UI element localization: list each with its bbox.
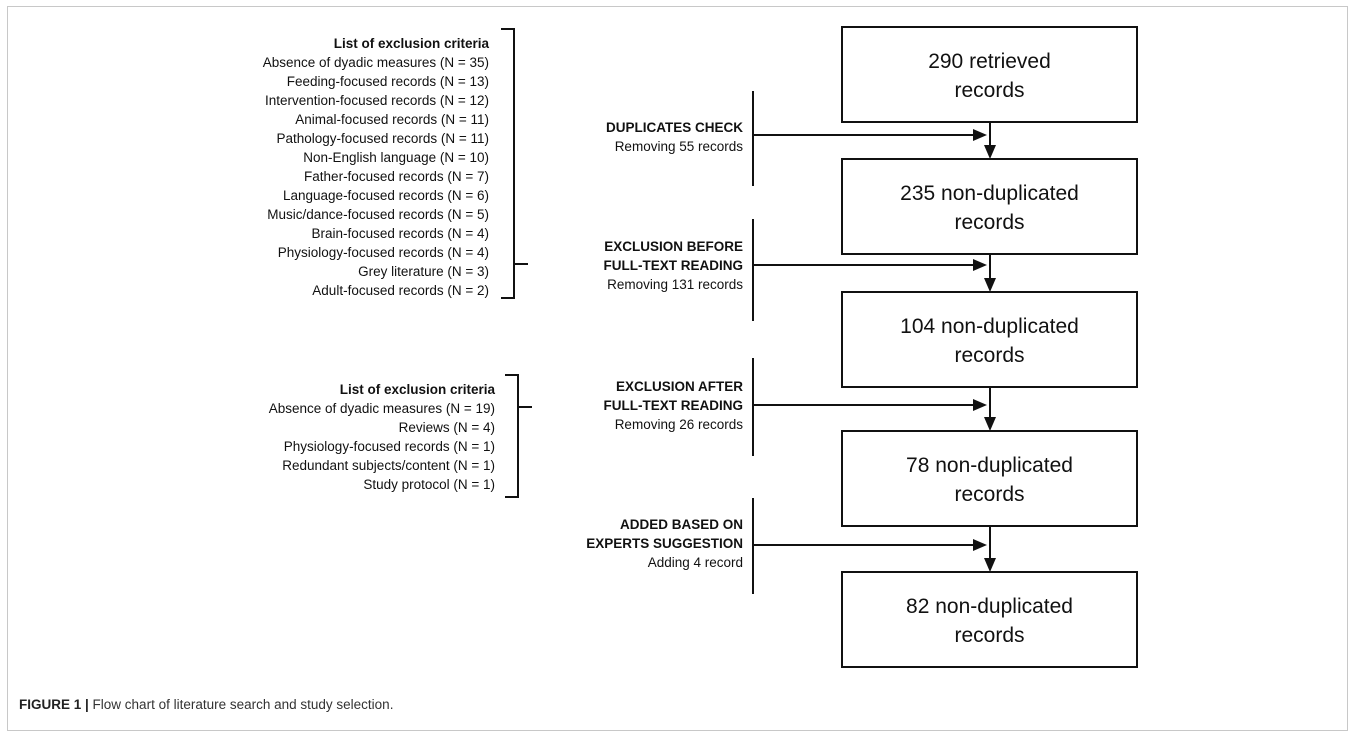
arrowhead-right-icon xyxy=(973,259,987,271)
exclusion-item: Language-focused records (N = 6) xyxy=(283,188,489,203)
svg-text:82 non-duplicated: 82 non-duplicated xyxy=(906,595,1073,618)
bracket-2 xyxy=(505,374,532,498)
box-non-duplicated-1: 235 non-duplicated records xyxy=(841,158,1138,255)
flow-boxes: 290 retrieved records 235 non-duplicated… xyxy=(841,26,1138,668)
stage-4-title-line-2: EXPERTS SUGGESTION xyxy=(586,536,743,551)
arrowhead-down-icon xyxy=(984,558,996,572)
svg-text:104 non-duplicated: 104 non-duplicated xyxy=(900,315,1079,338)
svg-text:records: records xyxy=(954,483,1024,506)
stage-2-title-line-1: EXCLUSION BEFORE xyxy=(604,239,743,254)
horizontal-arrows xyxy=(753,129,987,551)
svg-text:records: records xyxy=(954,624,1024,647)
box-non-duplicated-3: 78 non-duplicated records xyxy=(841,430,1138,527)
exclusion-list-1-title: List of exclusion criteria xyxy=(334,36,490,51)
flow-chart: List of exclusion criteria Absence of dy… xyxy=(263,26,1138,668)
stage-2-title-line-2: FULL-TEXT READING xyxy=(604,258,744,273)
svg-text:records: records xyxy=(954,79,1024,102)
exclusion-item: Reviews (N = 4) xyxy=(399,420,495,435)
exclusion-item: Animal-focused records (N = 11) xyxy=(295,112,489,127)
exclusion-item: Absence of dyadic measures (N = 19) xyxy=(269,401,495,416)
stage-3-detail: Removing 26 records xyxy=(615,417,744,432)
caption-label: FIGURE 1 | xyxy=(19,697,89,712)
stage-labels: DUPLICATES CHECK Removing 55 records EXC… xyxy=(586,120,743,570)
exclusion-item: Pathology-focused records (N = 11) xyxy=(277,131,489,146)
stage-2-detail: Removing 131 records xyxy=(607,277,743,292)
stage-4-title-line-1: ADDED BASED ON xyxy=(620,517,743,532)
arrowhead-right-icon xyxy=(973,539,987,551)
exclusion-item: Feeding-focused records (N = 13) xyxy=(287,74,489,89)
caption-text: Flow chart of literature search and stud… xyxy=(88,697,394,712)
bracket-1 xyxy=(501,28,528,299)
exclusion-item: Grey literature (N = 3) xyxy=(358,264,489,279)
svg-text:78 non-duplicated: 78 non-duplicated xyxy=(906,454,1073,477)
box-non-duplicated-2: 104 non-duplicated records xyxy=(841,291,1138,388)
arrowhead-down-icon xyxy=(984,145,996,159)
stage-3-title-line-1: EXCLUSION AFTER xyxy=(616,379,743,394)
svg-text:records: records xyxy=(954,344,1024,367)
exclusion-item: Study protocol (N = 1) xyxy=(363,477,495,492)
exclusion-list-1: List of exclusion criteria Absence of dy… xyxy=(263,28,528,299)
exclusion-item: Physiology-focused records (N = 4) xyxy=(278,245,489,260)
exclusion-item: Father-focused records (N = 7) xyxy=(304,169,489,184)
arrowhead-right-icon xyxy=(973,399,987,411)
svg-text:290 retrieved: 290 retrieved xyxy=(928,50,1051,73)
figure-caption: FIGURE 1 | Flow chart of literature sear… xyxy=(19,697,393,712)
svg-text:records: records xyxy=(954,211,1024,234)
exclusion-item: Intervention-focused records (N = 12) xyxy=(265,93,489,108)
stage-4-detail: Adding 4 record xyxy=(648,555,743,570)
exclusion-item: Brain-focused records (N = 4) xyxy=(312,226,489,241)
exclusion-item: Non-English language (N = 10) xyxy=(303,150,489,165)
box-non-duplicated-4: 82 non-duplicated records xyxy=(841,571,1138,668)
figure-frame: List of exclusion criteria Absence of dy… xyxy=(7,6,1348,731)
stage-1-detail: Removing 55 records xyxy=(615,139,744,154)
exclusion-list-2-title: List of exclusion criteria xyxy=(340,382,496,397)
box-retrieved: 290 retrieved records xyxy=(841,26,1138,123)
exclusion-item: Absence of dyadic measures (N = 35) xyxy=(263,55,489,70)
arrowhead-down-icon xyxy=(984,417,996,431)
exclusion-item: Music/dance-focused records (N = 5) xyxy=(267,207,489,222)
stage-1-title: DUPLICATES CHECK xyxy=(606,120,743,135)
exclusion-list-2: List of exclusion criteria Absence of dy… xyxy=(269,374,532,498)
vertical-arrows xyxy=(984,122,996,572)
arrowhead-down-icon xyxy=(984,278,996,292)
exclusion-item: Redundant subjects/content (N = 1) xyxy=(282,458,495,473)
exclusion-item: Physiology-focused records (N = 1) xyxy=(284,439,495,454)
arrowhead-right-icon xyxy=(973,129,987,141)
svg-text:235 non-duplicated: 235 non-duplicated xyxy=(900,182,1079,205)
stage-3-title-line-2: FULL-TEXT READING xyxy=(604,398,744,413)
exclusion-item: Adult-focused records (N = 2) xyxy=(312,283,489,298)
